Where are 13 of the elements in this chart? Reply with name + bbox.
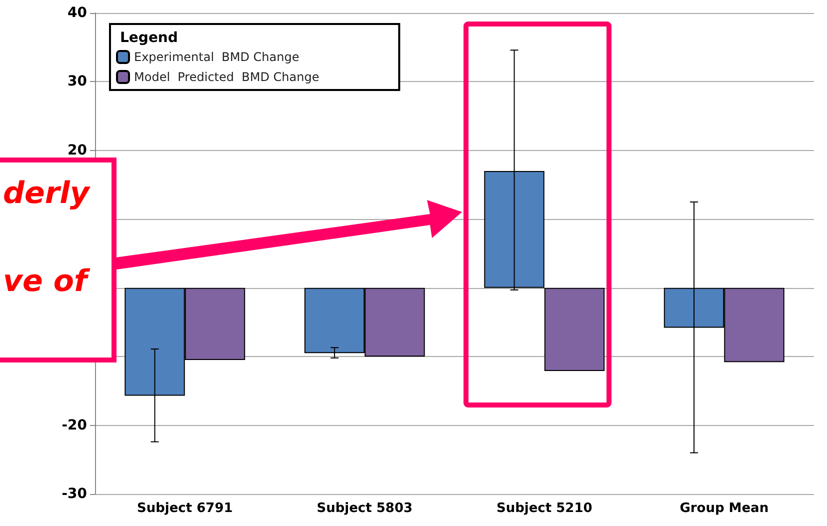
y-tick-label: 30 <box>68 74 88 90</box>
legend-label: Experimental BMD Change <box>134 50 300 64</box>
y-tick-label: 20 <box>68 142 88 158</box>
y-tick-label: 40 <box>68 5 88 21</box>
y-tick-label: -30 <box>62 486 88 502</box>
x-tick-label: Subject 5803 <box>316 501 413 516</box>
legend-label: Model Predicted BMD Change <box>134 70 320 84</box>
text: derly <box>3 176 90 211</box>
y-tick-label: -20 <box>62 417 88 434</box>
legend-title: Legend <box>120 30 178 46</box>
x-tick-label: Group Mean <box>680 501 769 516</box>
x-tick-label: Subject 5210 <box>496 501 592 516</box>
x-tick-label: Subject 6791 <box>136 501 233 516</box>
